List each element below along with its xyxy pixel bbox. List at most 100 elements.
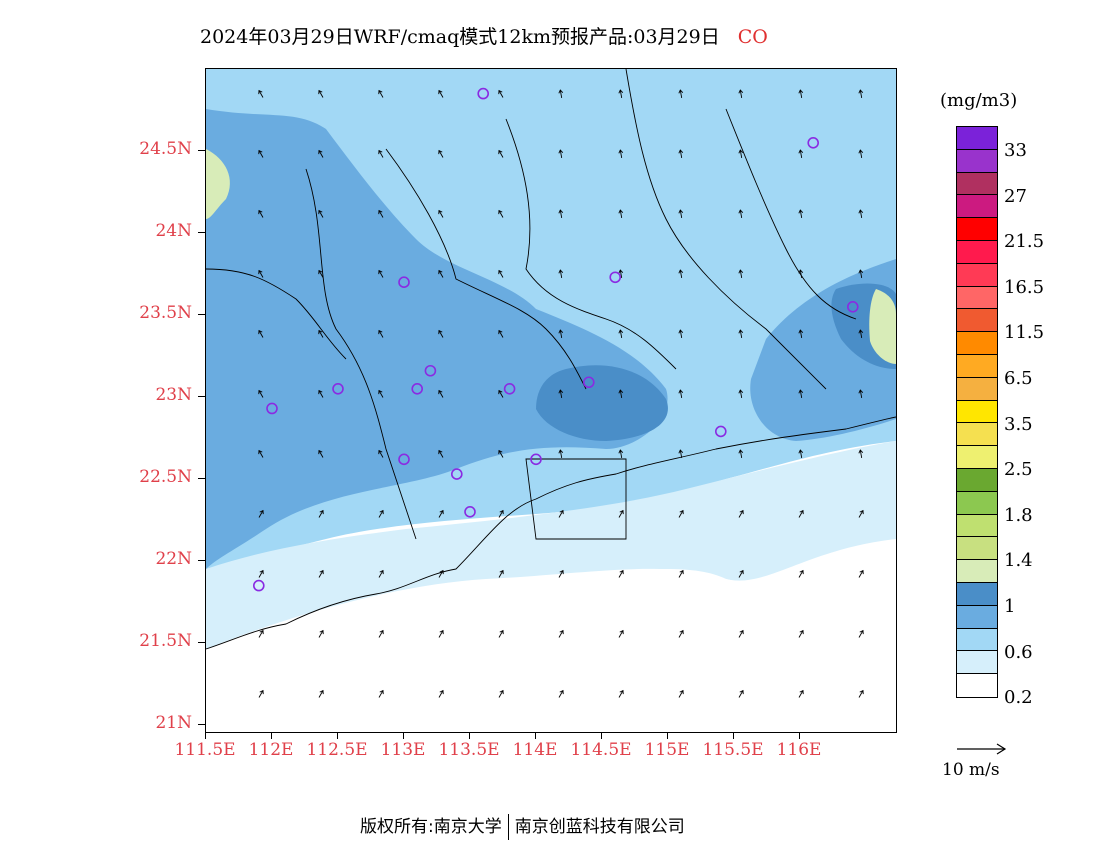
wind-arrow: [858, 569, 864, 578]
wind-arrow: [738, 89, 744, 99]
y-tick-mark: [198, 314, 205, 315]
wind-arrow: [858, 689, 864, 698]
species-label: CO: [737, 26, 768, 48]
colorbar-swatch: [957, 651, 997, 675]
wind-arrow: [738, 269, 744, 279]
colorbar-label: 11.5: [1004, 322, 1045, 344]
wind-arrow: [618, 149, 624, 159]
wind-arrow: [438, 209, 444, 218]
x-tick-label: 115E: [644, 740, 690, 760]
wind-arrow: [438, 149, 444, 158]
station-marker: [332, 382, 344, 395]
map-plot-area: [205, 68, 897, 733]
colorbar: [956, 126, 998, 698]
wind-arrow: [378, 149, 384, 158]
wind-arrow: [558, 89, 564, 99]
x-tick-mark: [799, 732, 800, 739]
wind-arrow: [618, 389, 624, 399]
colorbar-swatch: [957, 172, 997, 196]
wind-arrow: [798, 389, 804, 399]
wind-arrow: [378, 209, 384, 218]
wind-arrow: [798, 509, 804, 518]
wind-arrow: [438, 89, 444, 98]
wind-arrow: [258, 629, 264, 638]
colorbar-label: 6.5: [1004, 368, 1033, 389]
y-tick-label: 23.5N: [139, 303, 192, 323]
field-1-east: [869, 289, 896, 364]
y-tick-label: 23N: [155, 385, 192, 405]
wind-arrow: [618, 89, 624, 99]
colorbar-swatch: [957, 286, 997, 310]
wind-arrow: [738, 329, 744, 339]
reference-vector-label: 10 m/s: [942, 760, 1000, 780]
colorbar-label: 1.4: [1004, 550, 1033, 572]
wind-arrow: [858, 449, 864, 459]
field-0.2: [206, 441, 896, 649]
wind-arrow: [378, 629, 384, 638]
colorbar-label: 27: [1004, 185, 1027, 207]
wind-arrow: [438, 389, 444, 398]
x-tick-label: 114E: [512, 740, 558, 760]
wind-arrow: [318, 389, 324, 398]
wind-arrow: [678, 329, 684, 339]
station-marker: [266, 402, 278, 415]
wind-arrow: [618, 569, 624, 578]
wind-arrow: [558, 629, 564, 638]
wind-arrow: [738, 449, 744, 459]
wind-arrow: [618, 629, 624, 638]
wind-arrow: [318, 329, 324, 338]
wind-arrow: [498, 689, 504, 698]
boundary-line: [206, 416, 896, 650]
x-tick-mark: [601, 732, 602, 739]
wind-arrow: [318, 89, 324, 98]
colorbar-label: 0.2: [1004, 687, 1033, 709]
colorbar-swatch: [957, 514, 997, 538]
wind-arrow: [798, 629, 804, 638]
colorbar-swatch: [957, 195, 997, 219]
wind-arrow: [318, 569, 324, 578]
colorbar-swatch: [957, 263, 997, 287]
chart-title: 2024年03月29日WRF/cmaq模式12km预报产品:03月29日 CO: [200, 22, 768, 49]
wind-arrow: [798, 209, 804, 219]
wind-arrow: [498, 269, 504, 278]
wind-arrow: [378, 509, 384, 518]
wind-arrow: [438, 449, 444, 458]
wind-arrow: [798, 149, 804, 159]
wind-arrow: [258, 269, 264, 278]
wind-arrow: [858, 89, 864, 99]
boundary-line: [305, 168, 417, 540]
colorbar-swatch: [957, 354, 997, 378]
coastline-borders: [206, 69, 896, 650]
wind-arrow: [438, 689, 444, 698]
wind-arrow: [858, 149, 864, 159]
x-tick-label: 112.5E: [306, 740, 368, 760]
colorbar-swatch: [957, 446, 997, 469]
wind-arrow: [618, 269, 624, 279]
wind-arrow: [438, 569, 444, 578]
colorbar-swatch: [957, 628, 997, 652]
wind-arrow: [678, 509, 684, 518]
x-tick-mark: [535, 732, 536, 739]
station-marker: [582, 376, 595, 389]
wind-vectors: [258, 89, 864, 698]
footer-right: 南京创蓝科技有限公司: [514, 817, 685, 837]
x-tick-label: 114.5E: [570, 740, 632, 760]
wind-arrow: [258, 89, 264, 98]
copyright-footer: 版权所有:南京大学 南京创蓝科技有限公司: [360, 812, 685, 840]
wind-arrow: [438, 629, 444, 638]
wind-arrow: [738, 569, 744, 578]
x-tick-mark: [271, 732, 272, 739]
y-tick-mark: [198, 642, 205, 643]
y-tick-label: 24.5N: [139, 139, 192, 159]
wind-arrow: [798, 269, 804, 279]
x-tick-mark: [733, 732, 734, 739]
colorbar-swatch: [957, 491, 997, 515]
wind-arrow: [858, 209, 864, 219]
colorbar-label: 0.6: [1004, 641, 1033, 663]
x-tick-mark: [403, 732, 404, 739]
colorbar-label: 1: [1004, 596, 1016, 617]
colorbar-label: 1.8: [1004, 504, 1033, 526]
colorbar-swatch: [957, 582, 997, 606]
field-clean: [206, 539, 896, 732]
wind-arrow: [318, 629, 324, 638]
